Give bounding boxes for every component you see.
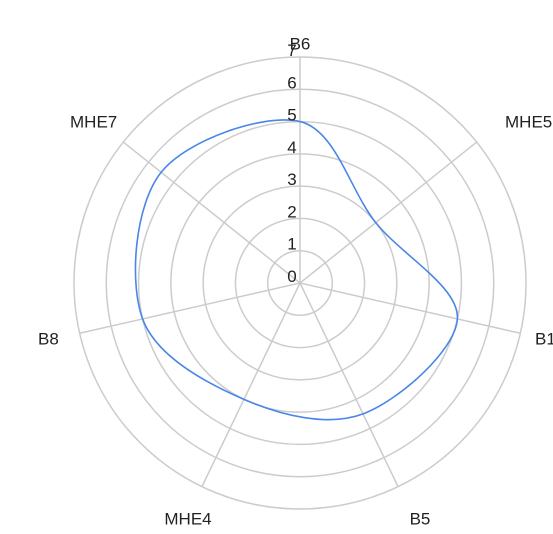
axis-label-b6: B6 bbox=[290, 34, 311, 53]
axis-label-mhe5: MHE5 bbox=[505, 112, 552, 131]
tick-label-1: 1 bbox=[287, 235, 296, 254]
axis-label-mhe4: MHE4 bbox=[164, 509, 211, 528]
axis-label-b5: B5 bbox=[410, 509, 431, 528]
axis-label-b8: B8 bbox=[38, 329, 59, 348]
spoke-b5 bbox=[300, 283, 398, 487]
axis-label-b1: B1 bbox=[535, 329, 553, 348]
tick-label-2: 2 bbox=[287, 202, 296, 221]
tick-label-4: 4 bbox=[287, 138, 296, 157]
tick-label-5: 5 bbox=[287, 106, 296, 125]
spoke-b8 bbox=[80, 283, 300, 333]
spoke-mhe5 bbox=[300, 142, 477, 283]
spoke-mhe4 bbox=[202, 283, 300, 487]
tick-label-0: 0 bbox=[287, 267, 296, 286]
spoke-mhe7 bbox=[123, 142, 300, 283]
tick-label-3: 3 bbox=[287, 170, 296, 189]
tick-label-6: 6 bbox=[287, 73, 296, 92]
axis-label-mhe7: MHE7 bbox=[70, 112, 117, 131]
spoke-b1 bbox=[300, 283, 520, 333]
